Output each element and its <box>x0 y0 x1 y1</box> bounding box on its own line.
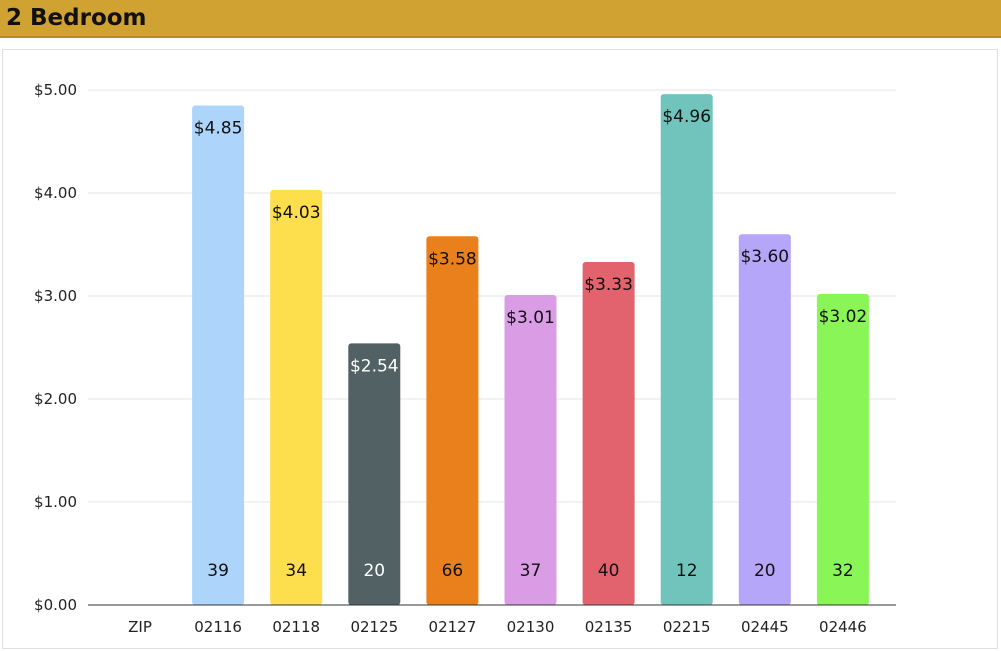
x-tick-label: 02446 <box>819 618 867 636</box>
x-tick-label: 02215 <box>663 618 711 636</box>
bar <box>504 294 557 605</box>
bar-count-label: 66 <box>442 561 464 581</box>
bar-value-label: $3.33 <box>584 275 633 295</box>
bar <box>582 262 635 605</box>
y-tick-label: $2.00 <box>34 390 77 408</box>
x-axis-ticks: ZIP 02116 02118 02125 02127 02130 02135 02215 02… <box>128 618 867 636</box>
y-axis-ticks: $0.00 $1.00 $2.00 $3.00 $4.00 $5.00 <box>34 81 77 614</box>
bar <box>426 236 479 605</box>
x-tick-label: 02135 <box>585 618 633 636</box>
bar-count-label: 37 <box>520 561 542 581</box>
y-tick-label: $3.00 <box>34 287 77 305</box>
bar-value-label: $3.02 <box>819 307 868 327</box>
y-tick-label: $4.00 <box>34 184 77 202</box>
bar-count-label: 20 <box>363 561 385 581</box>
bar-value-label: $4.85 <box>194 118 243 138</box>
x-tick-label: 02445 <box>741 618 789 636</box>
x-tick-label: 02127 <box>429 618 477 636</box>
bar-value-label: $4.03 <box>272 203 321 223</box>
y-tick-label: $0.00 <box>34 596 77 614</box>
bar <box>660 94 713 606</box>
bar-value-label: $2.54 <box>350 356 399 376</box>
bar-count-label: 40 <box>598 561 620 581</box>
x-tick-label: 02118 <box>272 618 320 636</box>
bars <box>192 94 869 606</box>
bar-value-label: $3.60 <box>740 247 789 267</box>
x-tick-label: 02125 <box>350 618 398 636</box>
bar <box>738 234 791 605</box>
bar-count-label: 20 <box>754 561 776 581</box>
bar-value-label: $4.96 <box>662 107 711 127</box>
bar-count-label: 34 <box>285 561 307 581</box>
bar <box>816 293 869 605</box>
bar-count-label: 39 <box>207 561 229 581</box>
bar <box>192 105 245 605</box>
bar-count-label: 32 <box>832 561 854 581</box>
y-tick-label: $1.00 <box>34 493 77 511</box>
bar-count-label: 12 <box>676 561 698 581</box>
bar <box>270 189 323 605</box>
chart-header: 2 Bedroom <box>0 0 1001 38</box>
y-tick-label: $5.00 <box>34 81 77 99</box>
bar <box>348 343 401 605</box>
bar-value-label: $3.58 <box>428 249 477 269</box>
data-labels: $4.85 39 $4.03 34 $2.54 20 $3.58 66 $3.01 37 $3.33… <box>194 107 867 581</box>
x-tick-label: ZIP <box>128 618 152 636</box>
x-tick-label: 02116 <box>194 618 242 636</box>
bar-value-label: $3.01 <box>506 308 555 328</box>
x-tick-label: 02130 <box>507 618 555 636</box>
chart-title: 2 Bedroom <box>6 5 147 31</box>
